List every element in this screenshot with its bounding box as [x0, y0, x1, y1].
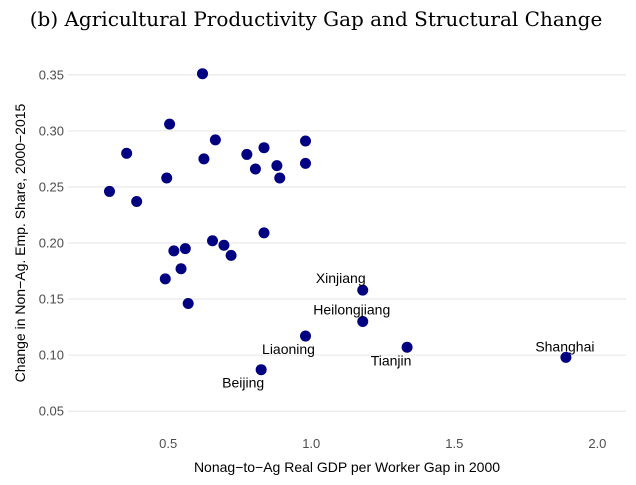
data-point — [357, 284, 369, 296]
y-tick-label: 0.35 — [39, 67, 64, 82]
data-point — [168, 245, 180, 257]
data-point — [179, 243, 191, 255]
x-tick-label: 1.0 — [302, 436, 320, 451]
data-point — [258, 227, 270, 239]
data-point — [198, 153, 210, 165]
point-label: Xinjiang — [316, 270, 366, 286]
y-axis-ticks: 0.05 0.10 0.15 0.20 0.25 0.30 0.35 — [39, 67, 64, 418]
data-point — [274, 172, 286, 184]
point-label: Liaoning — [262, 341, 315, 357]
data-points — [103, 68, 572, 376]
data-point — [225, 249, 237, 261]
x-tick-label: 2.0 — [588, 436, 606, 451]
x-tick-label: 1.5 — [445, 436, 463, 451]
y-axis-title: Change in Non−Ag. Emp. Share, 2000−2015 — [12, 103, 28, 382]
data-point — [196, 68, 208, 80]
data-point — [357, 315, 369, 327]
data-point — [401, 341, 413, 353]
data-point — [182, 298, 194, 310]
y-tick-label: 0.05 — [39, 404, 64, 419]
data-point — [300, 330, 312, 342]
grid — [68, 74, 626, 412]
data-point — [131, 196, 143, 208]
point-label: Heilongjiang — [313, 301, 390, 317]
data-point — [255, 364, 267, 376]
point-label: Beijing — [222, 375, 264, 391]
data-point — [159, 273, 171, 285]
x-axis-title: Nonag−to−Ag Real GDP per Worker Gap in 2… — [194, 459, 500, 475]
data-point — [103, 185, 115, 197]
data-point — [241, 148, 253, 160]
y-tick-label: 0.10 — [39, 348, 64, 363]
data-point — [249, 163, 261, 175]
data-point — [560, 351, 572, 363]
data-point — [218, 239, 230, 251]
data-point — [271, 160, 283, 172]
y-tick-label: 0.25 — [39, 179, 64, 194]
point-label: Tianjin — [371, 352, 412, 368]
data-point — [175, 263, 187, 275]
data-point — [258, 142, 270, 154]
data-point — [164, 118, 176, 130]
data-point — [300, 135, 312, 147]
x-axis-ticks: 0.5 1.0 1.5 2.0 — [159, 436, 606, 451]
y-tick-label: 0.15 — [39, 292, 64, 307]
y-tick-label: 0.20 — [39, 236, 64, 251]
data-point — [121, 147, 133, 159]
data-point — [209, 134, 221, 146]
chart-title: (b) Agricultural Productivity Gap and St… — [30, 7, 603, 31]
data-point — [207, 235, 219, 247]
x-tick-label: 0.5 — [159, 436, 177, 451]
point-label: Shanghai — [535, 338, 594, 354]
point-labels: Xinjiang Heilongjiang Liaoning Tianjin Shang… — [222, 270, 594, 391]
data-point — [300, 157, 312, 169]
data-point — [161, 172, 173, 184]
y-tick-label: 0.30 — [39, 123, 64, 138]
